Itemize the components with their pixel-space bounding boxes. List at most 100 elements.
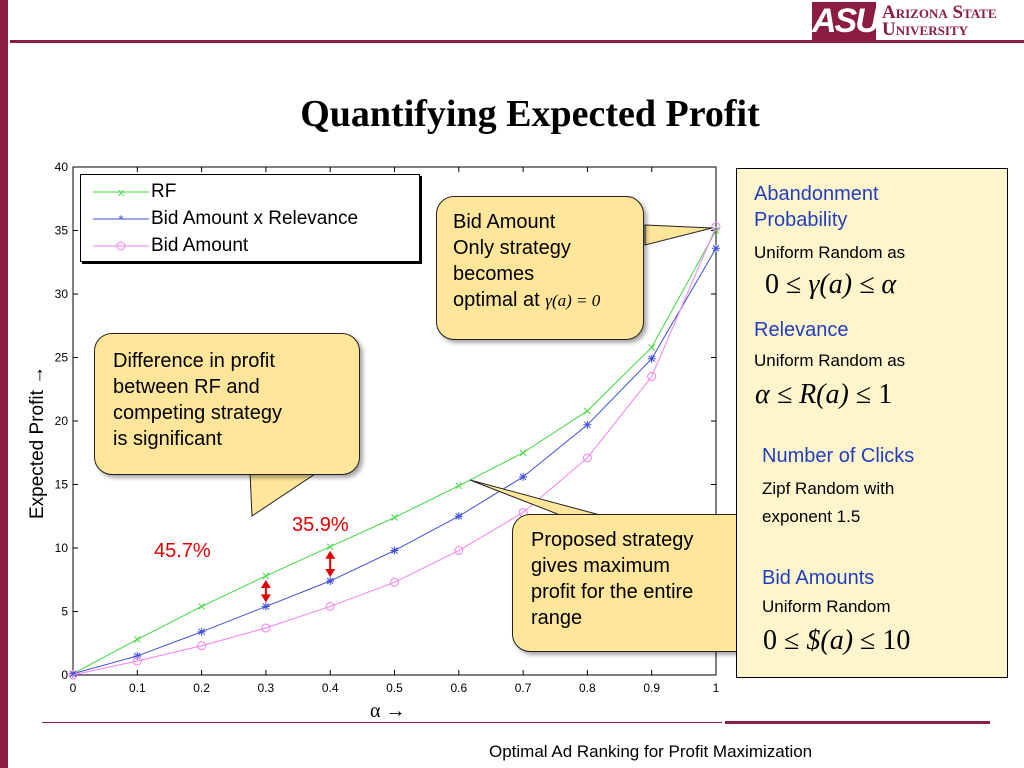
data-point [69,669,77,678]
clicks-text-line-1: Zipf Random with [762,479,895,498]
clicks-text-line-2: exponent 1.5 [762,507,861,526]
data-point [325,601,335,611]
callout-proposed-line-2: gives maximum [531,555,670,577]
callout-difference-line-4: is significant [113,428,222,450]
legend-label-bid-amount: Bid Amount [151,235,249,256]
x-tick-label: 0.5 [386,681,403,695]
data-point [198,603,205,610]
y-tick-label: 5 [61,605,68,619]
data-point [68,670,78,680]
legend-swatch-bid-relevance: * [93,213,149,226]
legend-entry-rf: x RF [81,179,419,205]
relevance-formula-left: α ≤ [755,379,800,410]
data-point [711,222,721,232]
bottom-rule-left [42,722,722,723]
relevance-text: Uniform Random as [754,351,906,370]
arrow-head-down [260,594,271,603]
data-point [390,546,399,555]
clicks-heading: Number of Clicks [762,445,915,467]
data-point [390,577,399,587]
data-point [519,449,527,457]
asu-logo: ASU Arizona State University [812,2,1017,40]
logo-line-2: University [882,19,968,40]
y-tick-label: 15 [55,478,69,492]
callout-difference-line-1: Difference in profit [113,350,275,372]
callout-bid-only-formula: γ(a) = 0 [545,291,601,310]
y-tick-label: 40 [55,160,69,174]
clicks-text: Zipf Random with exponent 1.5 [762,475,894,531]
data-point [454,546,464,556]
legend-label-rf: RF [151,181,177,202]
logo-mark: ASU [812,2,880,40]
bids-formula-mid: $(a) [806,625,854,656]
tail-difference [249,471,320,517]
top-rule [10,40,1024,43]
data-point [647,354,656,363]
abandonment-formula-mid: γ(a) [808,269,853,300]
callout-proposed-line-4: range [531,607,583,629]
svg-text:x: x [118,186,125,199]
logo-line-1: Arizona State [882,2,997,23]
footer-text: Optimal Ad Ranking for Profit Maximizati… [489,742,813,761]
callout-difference-line-2: between RF and [113,376,260,398]
relevance-formula: α ≤ R(a) ≤ 1 [755,379,892,411]
x-tick-label: 0.9 [643,681,660,695]
y-tick-label: 25 [55,351,69,365]
y-tick-label: 10 [55,541,69,555]
data-point [261,602,270,611]
x-tick-label: 0.3 [258,681,275,695]
legend-entry-bid-amount: Bid Amount [81,233,419,259]
pct-label-03: 45.7% [154,540,211,562]
arrow-head-up [260,579,271,588]
chart-legend: x RF * Bid Amount x Relevance Bid Amount [80,174,420,262]
abandonment-heading-line-1: Abandonment [754,183,879,205]
x-tick-label: 0.2 [193,681,210,695]
simulation-parameters-panel: Abandonment Probability Uniform Random a… [736,168,1008,678]
data-point [712,244,720,253]
data-point [455,482,463,490]
data-point [133,651,142,660]
callout-bid-only-line-4: optimal at γ(a) = 0 [453,287,643,314]
data-point [519,472,528,481]
callout-difference-line-3: competing strategy [113,402,282,424]
data-point [197,627,206,636]
callout-bid-only-prefix: optimal at [453,289,540,311]
data-point [132,656,142,666]
callout-proposed-line-1: Proposed strategy [531,529,694,551]
abandonment-text: Uniform Random as [754,243,906,262]
abandonment-formula-left: 0 ≤ [765,269,809,300]
x-tick-label: 0.6 [450,681,467,695]
bids-text: Uniform Random [762,597,891,616]
logo-words: Arizona State University [882,2,997,40]
x-tick-label: 0.1 [129,681,146,695]
y-tick-label: 30 [55,287,69,301]
callout-proposed: Proposed strategy gives maximum profit f… [512,514,762,652]
relevance-formula-right: ≤ 1 [848,379,893,410]
y-tick-label: 0 [61,668,68,682]
pct-label-04: 35.9% [292,514,349,536]
data-point [261,623,271,633]
abandonment-heading-line-2: Probability [754,209,848,231]
svg-text:*: * [118,213,124,226]
x-tick-label: 0.4 [322,681,339,695]
relevance-heading: Relevance [754,319,849,341]
data-point [454,512,463,521]
tail-bid-only [644,224,713,246]
bids-formula-right: ≤ 10 [853,625,911,656]
arrow-head-down [325,569,336,578]
callout-bid-only-line-3: becomes [453,263,535,285]
data-point [391,514,398,521]
y-tick-label: 35 [55,224,69,238]
data-point [582,453,592,463]
abandonment-formula: 0 ≤ γ(a) ≤ α [765,269,896,301]
data-point [648,343,656,351]
data-point [326,577,335,586]
data-point [133,636,141,643]
callout-bid-only-line-1: Bid Amount [453,211,556,233]
y-tick-label: 20 [55,414,69,428]
x-axis-label: α → [370,700,406,722]
legend-entry-bid-relevance: * Bid Amount x Relevance [81,206,419,232]
x-tick-label: 0 [70,681,77,695]
abandonment-heading: Abandonment Probability [754,181,879,233]
